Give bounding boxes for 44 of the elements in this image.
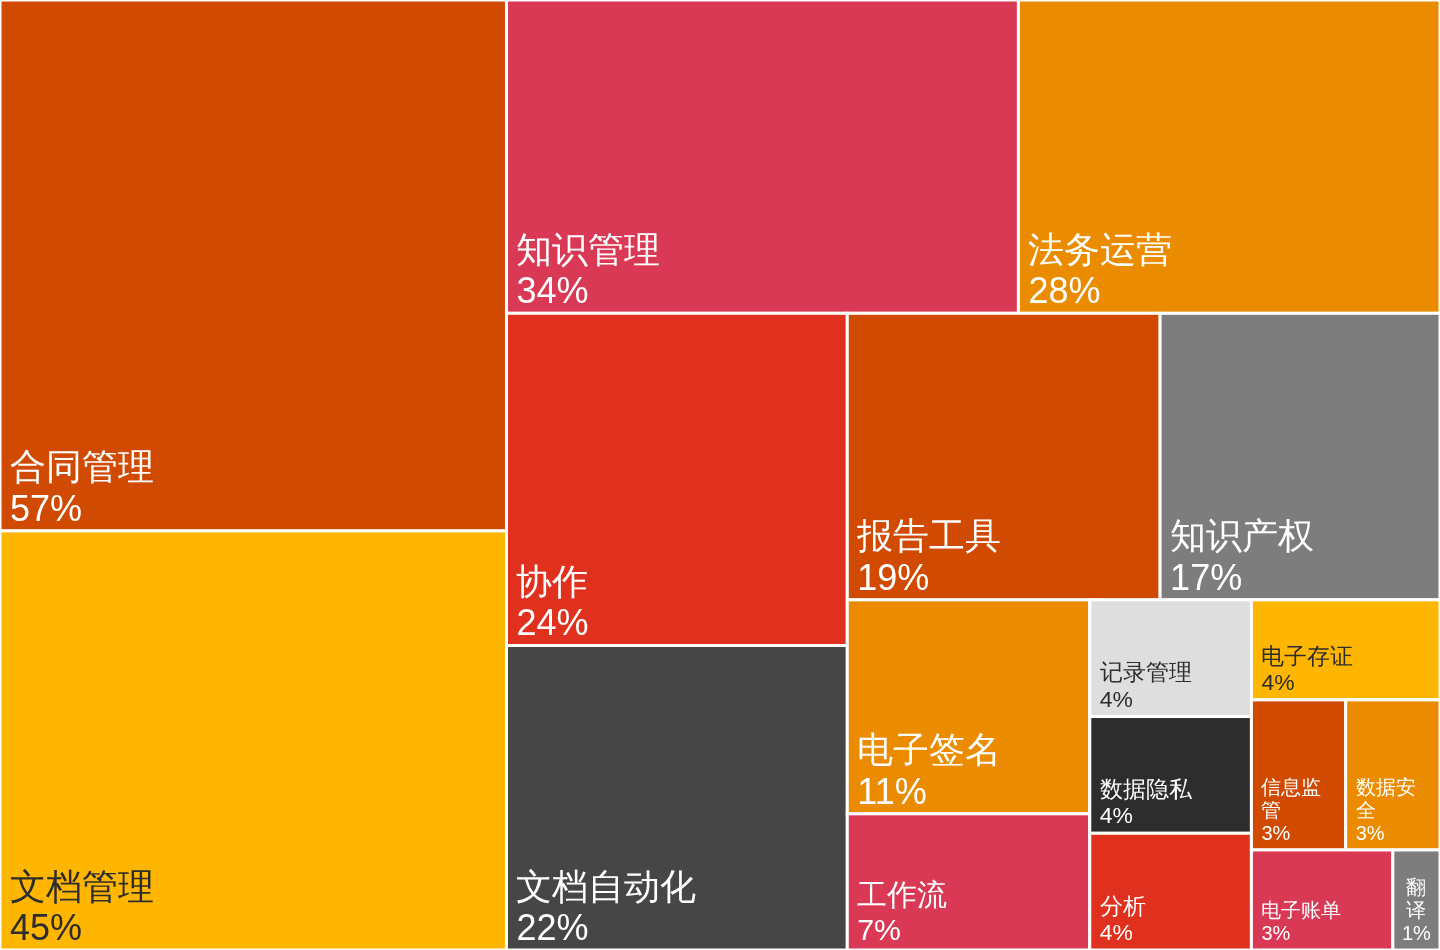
category-label: 分析 [1099,892,1146,919]
category-label: 工作流 [857,878,948,912]
category-label: 数据隐私 [1099,775,1193,802]
data-label: 3% [1355,821,1385,844]
data-label: 57% [10,487,83,529]
data-label: 45% [10,907,83,948]
data-label: 34% [516,270,589,312]
category-label: 翻译 [1406,876,1427,921]
data-label: 4% [1261,668,1295,695]
data-label: 17% [1170,556,1243,598]
cell: 文档自动化 22% [505,644,849,950]
cell: 数据隐私 4% [1088,715,1253,835]
cell: 文档管理 45% [0,529,508,950]
category-label: 知识产权 [1170,515,1315,557]
cell: 分析 4% [1088,831,1253,950]
data-label: 3% [1261,922,1291,944]
data-label: 1% [1401,922,1432,944]
data-label: 22% [516,907,589,948]
data-label: 4% [1099,802,1133,829]
category-label: 报告工具 [856,515,1002,557]
data-label: 3% [1261,821,1291,844]
data-label: 7% [857,913,902,946]
category-label: 文档自动化 [516,865,697,907]
data-label: 28% [1028,270,1101,312]
data-label: 11% [857,770,927,812]
category-label: 法务运营 [1028,228,1173,270]
cell: 协作 24% [505,311,849,647]
category-label: 记录管理 [1099,659,1192,686]
data-label: 19% [857,556,930,598]
data-label: 24% [516,602,589,644]
category-label: 协作 [516,561,589,603]
cell: 法务运营 28% [1016,0,1440,315]
category-label: 电子存证 [1261,642,1354,669]
category-label: 电子签名 [857,729,1002,771]
category-label: 信息监管 [1261,775,1322,821]
data-label: 4% [1099,685,1133,712]
category-label: 电子账单 [1261,899,1342,921]
cell: 翻译 1% [1391,848,1440,950]
cell: 知识管理 34% [505,0,1020,315]
data-label: 4% [1099,919,1133,945]
category-label: 合同管理 [10,446,154,488]
category-label: 文档管理 [10,865,154,907]
category-label: 知识管理 [516,228,661,270]
category-label: 数据安全 [1355,775,1416,821]
